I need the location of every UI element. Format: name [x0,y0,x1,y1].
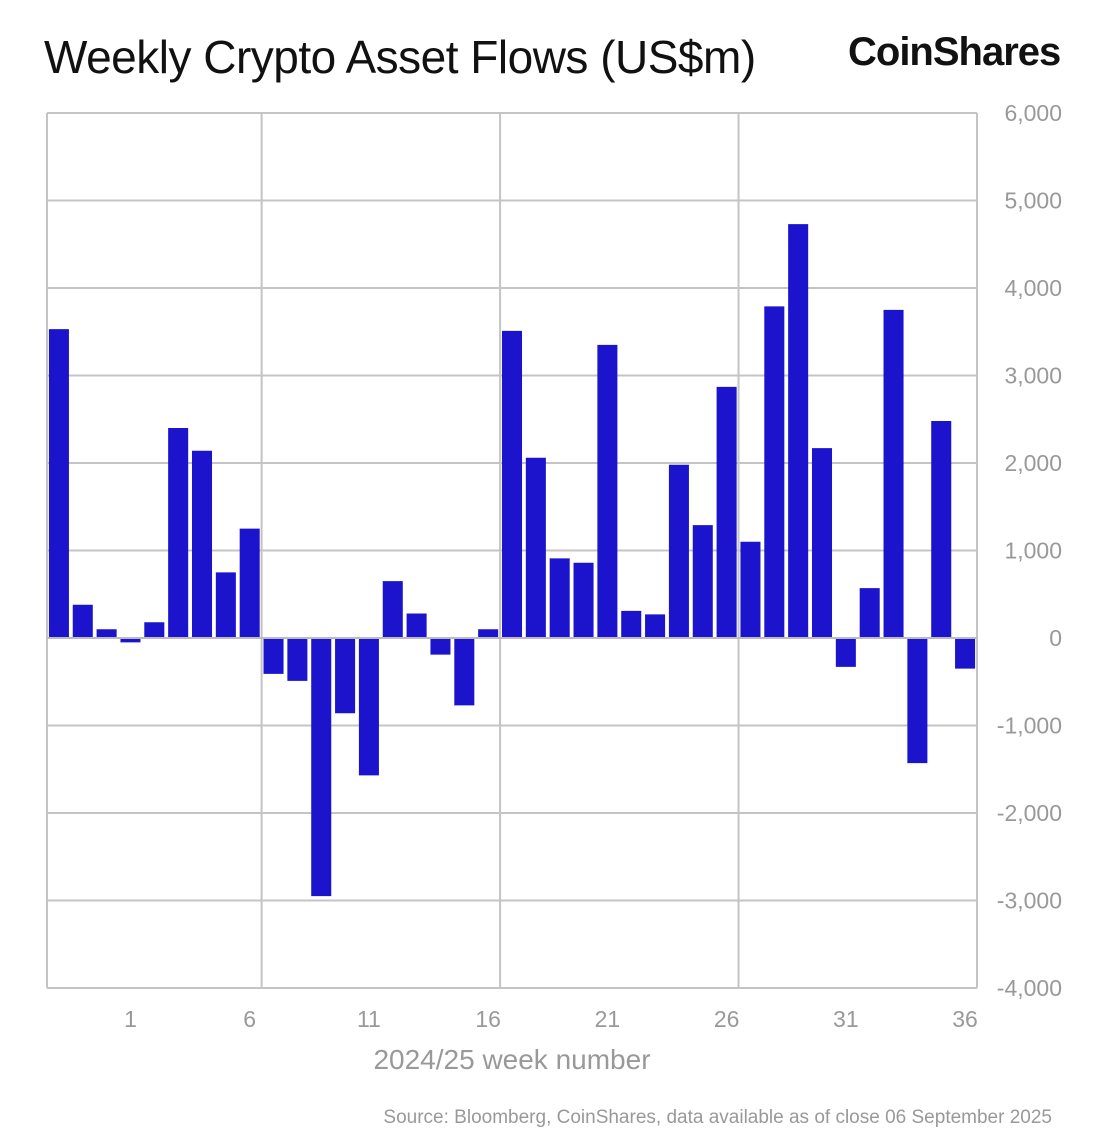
bar-week-28 [764,306,785,638]
x-tick-label: 6 [243,1006,256,1032]
bar-week-24 [668,464,689,638]
bar-week--1 [72,604,93,638]
bar-week-26 [716,386,737,638]
y-tick-label: 0 [1049,625,1062,651]
x-tick-label: 1 [124,1006,137,1032]
bar-week-36 [955,638,976,669]
bar-week-20 [573,562,594,638]
bar-week-18 [525,457,546,638]
bar-week-19 [549,558,570,638]
x-tick-label: 11 [357,1006,381,1032]
y-tick-label: -2,000 [997,800,1062,826]
bar-week-17 [501,330,523,638]
bar-week-31 [835,638,856,667]
x-tick-label: 31 [833,1006,859,1032]
bar-week-32 [859,588,880,638]
x-tick-label: 26 [714,1006,740,1032]
bar-week-35 [931,421,952,638]
y-tick-label: 1,000 [1004,538,1062,564]
bar-week-10 [335,638,356,714]
bar-week-27 [740,541,761,638]
bar-week-7 [263,638,284,674]
bar-week-22 [621,610,642,638]
bar-week-15 [454,638,475,706]
bar-week-6 [239,528,260,638]
bar-week-25 [692,525,713,638]
bar-week-23 [645,614,666,638]
bar-week-11 [358,638,379,776]
source-note: Source: Bloomberg, CoinShares, data avai… [383,1107,1052,1128]
y-tick-label: 2,000 [1004,450,1062,476]
coinshares-logo: CoinShares [848,30,1061,74]
y-tick-label: -4,000 [997,975,1062,1001]
bar-week-13 [406,613,427,638]
bar-week-4 [191,450,213,638]
bar-week--2 [48,329,69,638]
x-axis-label: 2024/25 week number [373,1044,650,1075]
bar-week-30 [811,448,833,638]
x-tick-label: 36 [952,1006,978,1032]
y-tick-label: -1,000 [997,713,1062,739]
y-tick-label: 6,000 [1004,100,1062,126]
x-tick-label: 16 [475,1006,501,1032]
bar-week-5 [215,572,236,638]
bar-week-8 [287,638,308,681]
bar-week-21 [597,344,618,638]
bar-week-16 [478,629,499,638]
bar-week-29 [788,224,809,638]
y-tick-label: 3,000 [1004,363,1062,389]
chart-title: Weekly Crypto Asset Flows (US$m) [44,31,756,83]
bar-week-3 [168,428,189,638]
y-tick-label: 5,000 [1004,188,1062,214]
bar-week-9 [311,638,332,897]
bar-week-12 [382,581,403,638]
bar-week-14 [430,638,451,655]
x-tick-label: 21 [595,1006,621,1032]
bar-week-34 [907,638,928,764]
bar-week-2 [144,622,165,638]
y-tick-label: -3,000 [997,888,1062,914]
bar-week-33 [883,309,904,638]
y-tick-label: 4,000 [1004,275,1062,301]
bar-week-1 [120,638,141,643]
bar-week-0 [96,629,117,638]
